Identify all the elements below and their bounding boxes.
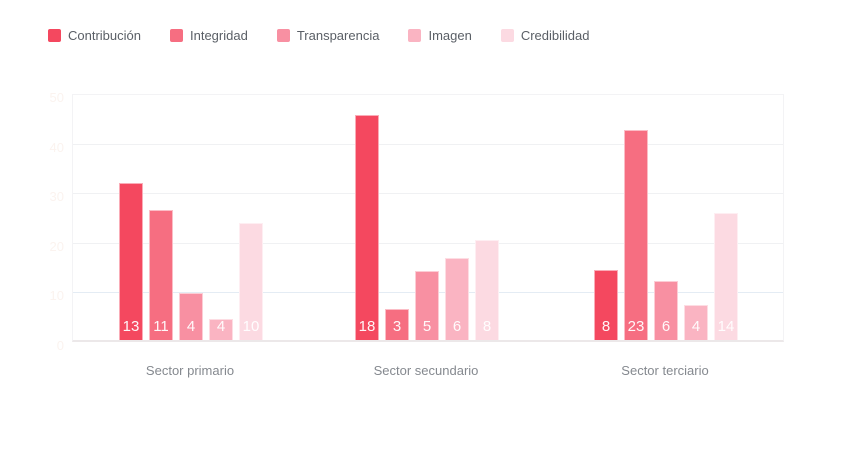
bar-value-label: 8 (601, 318, 611, 335)
legend-item[interactable]: Integridad (170, 28, 248, 43)
bar-contribución: 8 (594, 270, 618, 340)
y-axis-tick-label: 50 (49, 90, 64, 105)
bar-transparencia: 4 (179, 293, 203, 340)
legend-item[interactable]: Credibilidad (500, 28, 590, 43)
legend-item[interactable]: Imagen (408, 28, 472, 43)
bar-group: 8 23 6 4 14 (594, 95, 738, 340)
y-axis-tick-label: 10 (49, 288, 64, 304)
bar-value-label: 14 (717, 318, 735, 335)
bar-value-label: 6 (452, 318, 462, 335)
bar-value-label: 4 (186, 318, 196, 335)
bar-group: 18 3 5 6 8 (355, 95, 499, 340)
bar-value-label: 23 (627, 318, 645, 335)
bar-transparencia: 5 (415, 271, 439, 340)
bar-integridad: 11 (149, 210, 173, 340)
bar-integridad: 23 (624, 130, 648, 340)
legend-label: Contribución (68, 28, 141, 43)
legend-label: Integridad (190, 28, 248, 43)
bar-credibilidad: 10 (239, 223, 263, 340)
bar-group: 13 11 4 4 10 (119, 95, 263, 340)
legend-label: Credibilidad (520, 28, 590, 43)
legend-swatch-icon (500, 29, 514, 42)
plot-area: 13 11 4 4 10 18 3 5 6 8 8 23 6 4 14 (72, 94, 784, 342)
bar-contribución: 13 (119, 183, 143, 340)
gridline (73, 193, 783, 195)
bar-value-label: 5 (422, 318, 432, 335)
bar-credibilidad: 8 (475, 240, 499, 340)
bar-value-label: 11 (153, 318, 169, 335)
bar-credibilidad: 14 (714, 213, 738, 340)
y-axis: 50 40 30 20 10 0 (0, 90, 64, 352)
bar-imagen: 4 (684, 305, 708, 340)
legend-swatch-icon (408, 29, 422, 42)
x-axis-label: Sector secundario (373, 363, 479, 378)
gridline (73, 242, 783, 244)
legend-swatch-icon (48, 29, 61, 42)
bar-contribución: 18 (355, 115, 379, 340)
x-axis-label: Sector terciario (621, 363, 709, 378)
legend-label: Imagen (428, 28, 472, 43)
bar-imagen: 6 (445, 258, 469, 340)
y-axis-tick-label: 40 (49, 139, 64, 155)
y-axis-tick-label: 30 (49, 189, 64, 205)
y-axis-tick-label: 20 (49, 238, 64, 254)
legend-item[interactable]: Contribución (48, 28, 141, 43)
bar-integridad: 3 (385, 309, 409, 340)
bar-value-label: 10 (242, 318, 260, 335)
gridline (73, 143, 783, 145)
bar-transparencia: 6 (654, 281, 678, 340)
legend-swatch-icon (276, 29, 290, 42)
bar-value-label: 4 (691, 318, 701, 335)
bar-value-label: 4 (216, 318, 226, 335)
legend-label: Transparencia (296, 28, 380, 43)
legend-item[interactable]: Transparencia (276, 28, 380, 43)
bar-value-label: 13 (122, 318, 140, 335)
bar-value-label: 6 (661, 318, 671, 335)
legend-swatch-icon (170, 29, 183, 42)
bar-value-label: 8 (482, 318, 492, 335)
x-axis-label: Sector primario (145, 363, 235, 378)
y-axis-tick-label: 0 (56, 338, 64, 353)
bar-value-label: 3 (392, 318, 402, 335)
bar-imagen: 4 (209, 319, 233, 340)
bar-value-label: 18 (358, 318, 376, 335)
chart-legend: Contribución Integridad Transparencia Image… (48, 28, 589, 43)
